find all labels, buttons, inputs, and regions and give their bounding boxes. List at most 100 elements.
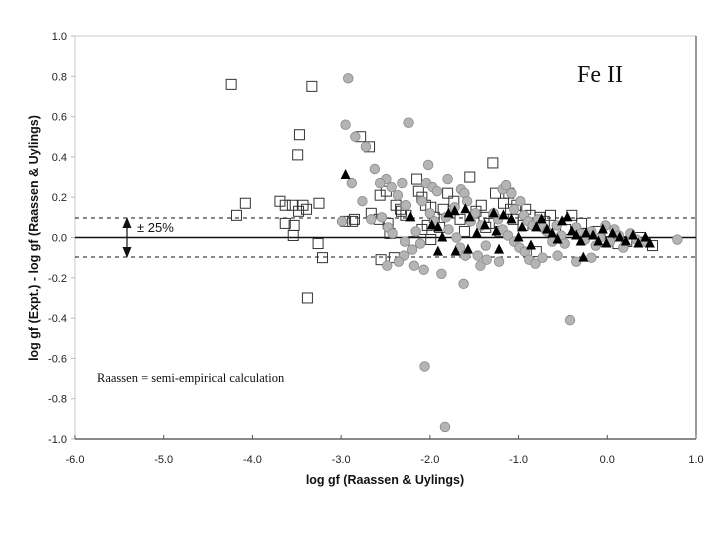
triangle-marker [547, 227, 558, 238]
square-marker [297, 199, 309, 211]
triangle-marker [597, 223, 608, 234]
x-axis-title: log gf (Raassen & Uylings) [306, 473, 464, 487]
x-tick-label: -4.0 [243, 454, 262, 466]
square-marker [487, 157, 499, 169]
circle-marker [571, 256, 582, 267]
triangle-marker [498, 209, 509, 220]
triangle-marker [513, 231, 524, 242]
square-marker [497, 197, 509, 209]
circle-marker [442, 173, 453, 185]
circle-marker [586, 252, 597, 263]
triangle-marker [463, 243, 474, 254]
y-tick-label: 0.2 [52, 192, 67, 204]
data-markers [225, 73, 683, 433]
y-axis-ticks: 1.0 0.8 0.6 0.4 0.2 0.0 -0.2 -0.4 -0.6 -0.8 -1.0 [48, 31, 75, 446]
circle-marker [406, 244, 418, 255]
circle-marker [400, 200, 412, 211]
square-marker [301, 203, 313, 215]
triangle-marker [450, 245, 461, 256]
y-tick-label: -0.6 [48, 353, 67, 365]
triangle-marker [628, 229, 639, 240]
circle-marker [393, 256, 405, 267]
square-marker [239, 197, 251, 209]
circle-marker [451, 232, 462, 243]
triangle-marker [566, 225, 577, 236]
circle-marker [472, 250, 483, 261]
triangle-marker [541, 223, 552, 234]
triangle-marker [405, 211, 416, 222]
circle-marker [386, 181, 397, 193]
square-marker [348, 213, 360, 225]
circle-marker [369, 163, 381, 175]
triangle-marker [437, 231, 448, 242]
method-note: Raassen = semi-empirical calculation [97, 371, 285, 385]
circle-marker [366, 214, 377, 225]
circle-marker [387, 228, 398, 239]
triangle-marker [488, 207, 499, 218]
triangle-marker [640, 231, 651, 242]
square-marker [230, 209, 242, 221]
circle-marker [475, 260, 486, 271]
x-tick-label: -2.0 [420, 454, 439, 466]
circle-marker [414, 238, 426, 249]
series-filled-triangles [340, 169, 655, 262]
circle-marker [436, 268, 447, 279]
square-marker [458, 225, 470, 237]
square-marker [225, 78, 237, 90]
triangle-marker [607, 227, 618, 238]
circle-marker [500, 179, 512, 191]
chart-title: Fe II [577, 62, 623, 88]
square-marker [313, 197, 325, 209]
circle-marker [461, 196, 473, 207]
triangle-marker [426, 219, 437, 230]
triangle-marker [531, 221, 542, 232]
square-marker [374, 189, 386, 201]
triangle-marker [494, 243, 505, 254]
x-tick-label: -5.0 [154, 454, 173, 466]
y-tick-label: 0.8 [52, 71, 67, 83]
triangle-marker [614, 231, 625, 242]
circle-marker [360, 141, 372, 153]
triangle-marker [517, 221, 528, 232]
triangle-marker [575, 235, 586, 246]
square-marker [279, 217, 291, 229]
circle-marker [350, 131, 361, 142]
square-marker [293, 129, 305, 141]
circle-marker [458, 278, 469, 290]
circle-marker [431, 185, 443, 197]
plus-minus-arrow-icon [122, 217, 132, 258]
x-tick-label: -3.0 [332, 454, 351, 466]
tolerance-label: ± 25% [137, 220, 174, 235]
square-marker [301, 292, 313, 304]
triangle-marker [580, 227, 591, 238]
square-marker [454, 213, 466, 225]
circle-marker [416, 196, 428, 207]
square-marker [293, 205, 305, 217]
circle-marker [508, 204, 520, 215]
circle-marker [410, 226, 421, 237]
circle-marker [392, 189, 404, 201]
triangle-marker [593, 235, 604, 246]
square-marker [312, 238, 324, 250]
circle-marker [424, 208, 436, 219]
circle-marker [340, 119, 351, 130]
circle-marker [564, 314, 576, 326]
series-filled-circles [336, 73, 683, 433]
circle-marker [515, 196, 526, 207]
y-tick-label: -0.8 [48, 394, 67, 406]
triangle-marker [620, 235, 631, 246]
circle-marker [419, 361, 430, 372]
circle-marker [537, 252, 548, 263]
triangle-marker [449, 205, 460, 216]
square-marker [317, 252, 329, 264]
circle-marker [493, 256, 505, 267]
y-tick-label: 0.4 [52, 152, 67, 164]
circle-marker [343, 73, 354, 84]
circle-marker [481, 254, 492, 265]
circle-marker [672, 234, 683, 245]
circle-marker [552, 250, 563, 261]
circle-marker [506, 187, 517, 199]
circle-marker [502, 230, 514, 241]
square-marker [475, 199, 487, 211]
